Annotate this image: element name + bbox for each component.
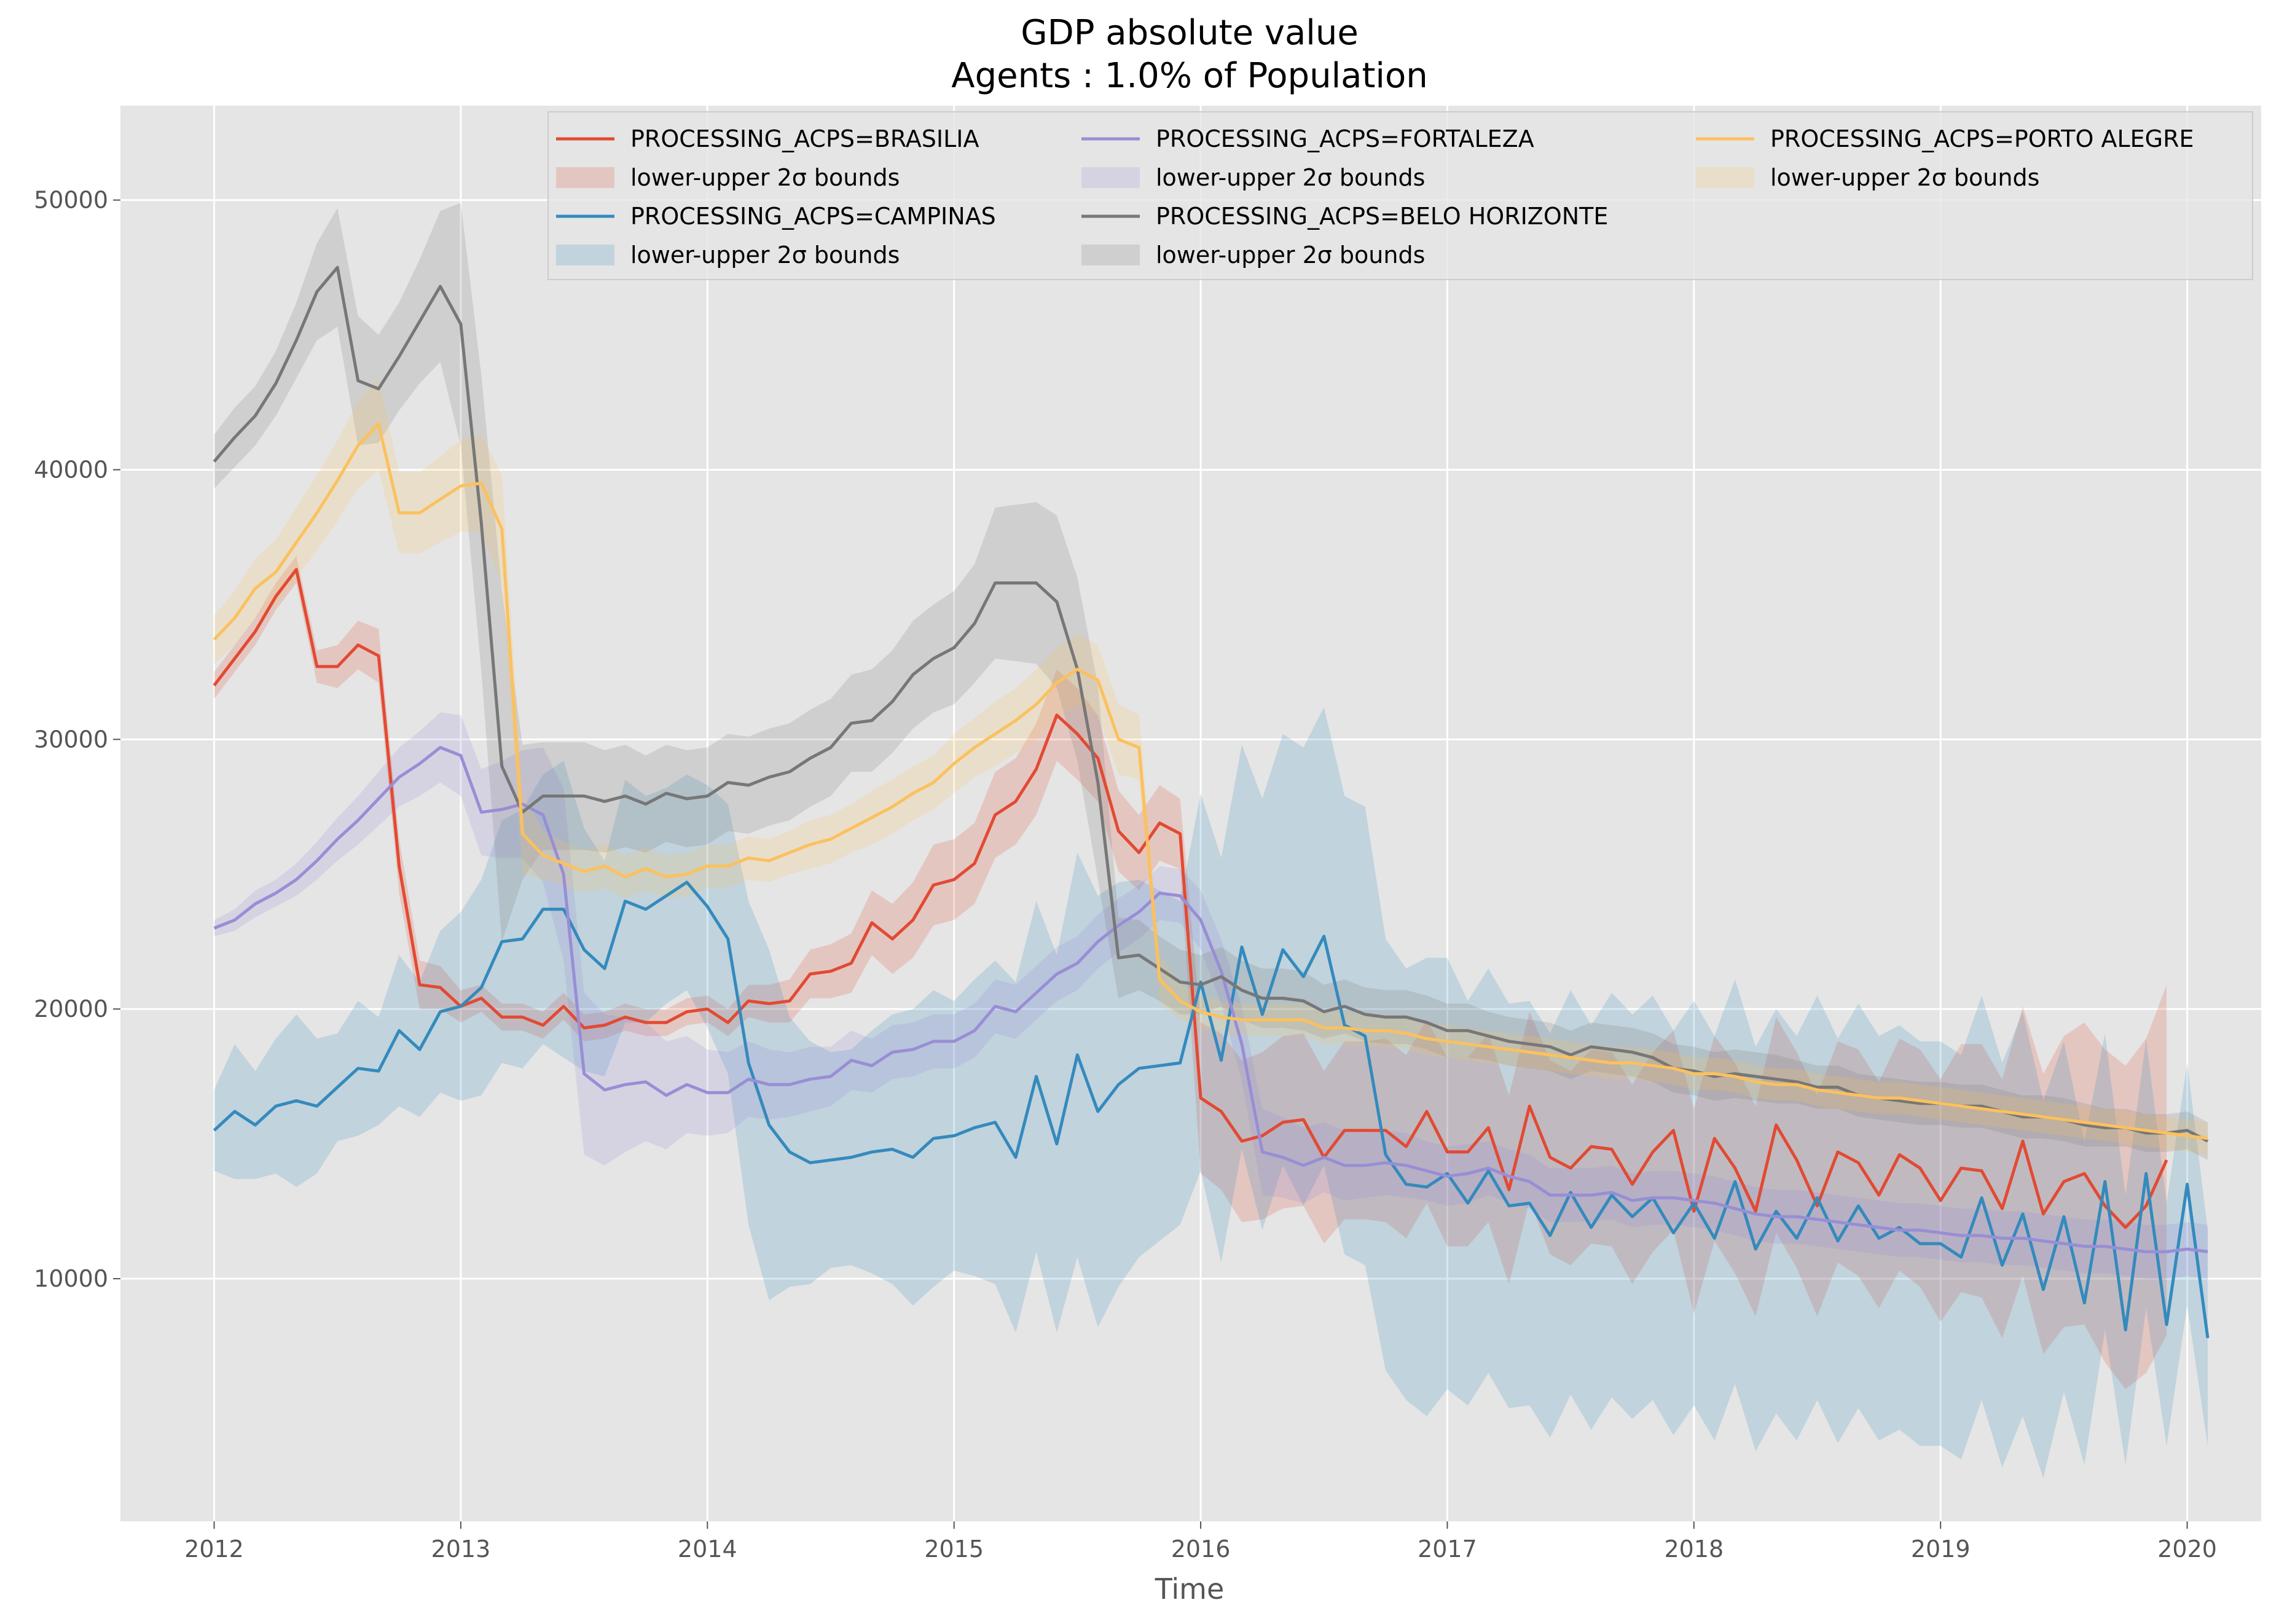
series-line-2 [213,746,2208,1253]
legend-label: PROCESSING_ACPS=CAMPINAS [630,203,996,230]
legend-box [547,111,2253,280]
y-tick-label: 40000 [34,456,108,483]
band-4 [214,378,2208,1155]
x-tick-label: 2018 [1664,1536,1724,1563]
chart-title: GDP absolute value [1021,13,1359,53]
legend: PROCESSING_ACPS=BRASILIA lower-upper 2σ b… [547,111,2253,280]
x-tick-label: 2014 [678,1536,737,1563]
band-1 [214,707,2208,1478]
legend-label: lower-upper 2σ bounds [1156,241,1425,269]
legend-label: PROCESSING_ACPS=BRASILIA [630,125,979,152]
y-tick-label: 20000 [34,995,108,1022]
series-line-4 [213,422,2208,1140]
x-tick-label: 2013 [431,1536,491,1563]
x-tick-label: 2015 [924,1536,984,1563]
x-tick-label: 2019 [1911,1536,1971,1563]
legend-band-swatch [1081,245,1140,265]
legend-label: lower-upper 2σ bounds [1770,164,2039,191]
legend-label: PROCESSING_ACPS=PORTO ALEGRE [1770,125,2194,152]
legend-label: lower-upper 2σ bounds [1156,164,1425,191]
chart-subtitle: Agents : 1.0% of Population [951,56,1427,96]
legend-label: PROCESSING_ACPS=FORTALEZA [1156,125,1534,152]
x-tick-label: 2016 [1171,1536,1231,1563]
x-tick-label: 2017 [1418,1536,1477,1563]
x-axis-label: Time [1155,1572,1225,1606]
legend-band-swatch [556,245,614,265]
plot-area [120,106,2261,1521]
legend-band-swatch [556,167,614,188]
x-tick-label: 2012 [184,1536,244,1563]
series-line-1 [213,881,2210,1338]
legend-band-swatch [1696,167,1754,188]
axis-ticks: 2012 2013 2014 2015 2016 2017 2018 2019 2020 1000… [34,187,2217,1563]
band-3 [214,203,2208,1160]
y-tick-label: 30000 [34,726,108,753]
legend-label: lower-upper 2σ bounds [630,241,900,269]
legend-label: lower-upper 2σ bounds [630,164,900,191]
legend-label: PROCESSING_ACPS=BELO HORIZONTE [1156,203,1608,230]
x-tick-label: 2020 [2157,1536,2217,1563]
y-tick-label: 50000 [34,187,108,214]
series-line-0 [213,568,2168,1230]
legend-band-swatch [1081,167,1140,188]
series-lines [213,265,2210,1338]
y-tick-label: 10000 [34,1265,108,1292]
